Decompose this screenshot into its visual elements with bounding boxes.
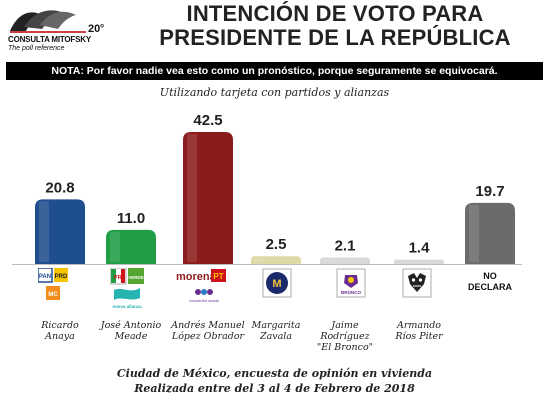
candidate-name-1: José Antonio Meade xyxy=(85,320,177,342)
candidate-name-5: Armando Ríos Piter xyxy=(373,320,465,342)
candidate-name-line: José Antonio xyxy=(100,320,162,331)
value-label-3: 2.5 xyxy=(266,236,287,253)
bar-3 xyxy=(251,256,301,264)
candidate-name-line: NO xyxy=(483,271,497,281)
zavala-logo-text: M xyxy=(272,278,281,290)
candidate-name-2: Andrés Manuel López Obrador xyxy=(162,320,254,342)
bar-highlight-0 xyxy=(39,201,49,262)
chart-baseline xyxy=(12,264,522,265)
bar-1 xyxy=(106,229,156,264)
footer-line-2: Realizada entre del 3 al 4 de Febrero de… xyxy=(134,382,415,395)
candidate-name-3: Margarita Zavala xyxy=(230,320,322,342)
nueva-alianza-logo-text: nueva alianza xyxy=(112,304,142,309)
candidate-name-line: Ricardo xyxy=(41,320,79,331)
consulta-mitofsky-logo: CONSULTA MITOFSKY The poll reference 20o xyxy=(6,3,118,55)
candidate-name-line: Margarita xyxy=(251,320,301,331)
anaya-party-logos: PAN PRD MC xyxy=(37,267,82,312)
logo-emblem-icon xyxy=(10,10,86,33)
candidate-name-line: "El Bronco" xyxy=(316,342,374,353)
prd-logo-text: PRD xyxy=(55,274,68,280)
bar-4 xyxy=(320,257,370,264)
bar-highlight-1 xyxy=(110,231,120,262)
bronco-logo-text: BRONCO xyxy=(341,290,361,295)
bar-highlight-6 xyxy=(469,204,479,262)
candidate-name-4: Jaime Rodríguez "El Bronco" xyxy=(299,320,391,353)
candidate-name-line: DECLARA xyxy=(468,282,512,292)
bar-highlight-4 xyxy=(324,259,334,262)
chart-footer: Ciudad de México, encuesta de opinión en… xyxy=(0,366,549,396)
encuentro-social-logo-text: encuentro social xyxy=(189,298,218,303)
footer-line-1: Ciudad de México, encuesta de opinión en… xyxy=(116,367,433,380)
value-label-2: 42.5 xyxy=(193,112,222,129)
meade-party-logos: PRI VERDE nueva alianza xyxy=(109,267,154,312)
bar-2 xyxy=(183,132,233,264)
candidate-name-line: Rodríguez xyxy=(320,331,370,342)
candidate-name-line: Zavala xyxy=(260,331,292,342)
value-label-1: 11.0 xyxy=(117,210,145,227)
bar-0 xyxy=(35,199,85,264)
candidate-name-6: NO DECLARA xyxy=(455,271,525,293)
value-label-5: 1.4 xyxy=(409,240,431,257)
verde-logo-text: VERDE xyxy=(128,275,144,280)
value-label-6: 19.7 xyxy=(475,183,504,200)
zavala-logo: M xyxy=(262,268,294,312)
title-line-1: INTENCIÓN DE VOTO PARA xyxy=(186,1,484,26)
chart-subtitle: Utilizando tarjeta con partidos y alianz… xyxy=(159,86,390,99)
pri-logo-text: PRI xyxy=(114,275,124,281)
pan-logo-text: PAN xyxy=(39,274,51,280)
bar-6 xyxy=(465,202,515,264)
candidate-name-line: Anaya xyxy=(45,331,75,342)
bar-5 xyxy=(394,259,444,264)
candidate-name-0: Ricardo Anaya xyxy=(14,320,106,342)
title-line-2: PRESIDENTE DE LA REPÚBLICA xyxy=(159,25,511,50)
pt-logo-text: PT xyxy=(213,272,223,281)
bar-highlight-2 xyxy=(187,134,197,262)
candidate-name-line: Jaime xyxy=(331,320,359,331)
logo-name: CONSULTA MITOFSKY xyxy=(8,35,91,44)
rios-piter-logo xyxy=(402,268,434,312)
candidate-name-line: López Obrador xyxy=(171,331,245,342)
candidate-name-line: Ríos Piter xyxy=(395,331,443,342)
candidate-name-line: Armando xyxy=(397,320,441,331)
logo-anniversary: 20o xyxy=(88,23,104,35)
logo-tagline: The poll reference xyxy=(8,45,65,52)
note-banner: NOTA: Por favor nadie vea esto como un p… xyxy=(6,62,543,80)
morena-logo-text: morena xyxy=(176,271,217,283)
value-label-0: 20.8 xyxy=(45,179,74,196)
candidate-name-line: Andrés Manuel xyxy=(171,320,245,331)
page-title: INTENCIÓN DE VOTO PARA PRESIDENTE DE LA … xyxy=(130,2,540,50)
bronco-logo: BRONCO xyxy=(336,268,368,312)
amlo-party-logos: morena PT encuentro social xyxy=(176,268,228,312)
bar-highlight-3 xyxy=(255,258,265,262)
value-label-4: 2.1 xyxy=(335,237,356,254)
mc-logo-text: MC xyxy=(48,292,58,298)
candidate-name-line: Meade xyxy=(114,331,148,342)
